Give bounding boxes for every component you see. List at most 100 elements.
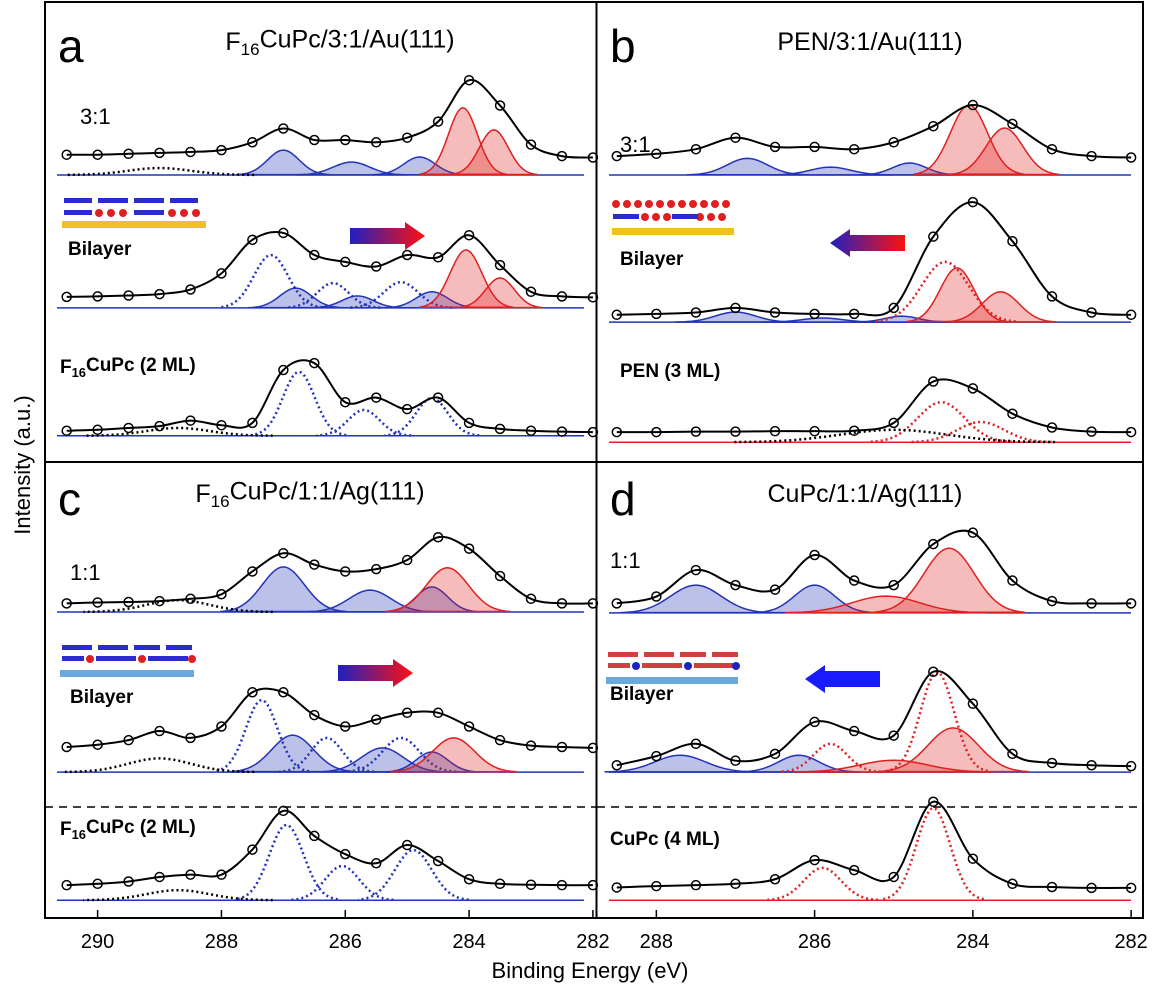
data-point [432, 116, 444, 127]
data-point [556, 879, 568, 891]
data-point [928, 231, 939, 242]
data-point [1007, 748, 1018, 760]
data-point [92, 597, 103, 608]
data-point [123, 734, 134, 746]
data-point [340, 396, 351, 408]
data-point [1125, 882, 1137, 894]
fit-component [310, 295, 405, 309]
data-point [463, 721, 475, 732]
data-point [247, 137, 258, 148]
schematic-d [606, 652, 740, 684]
data-point [247, 687, 258, 698]
fit-component [384, 291, 480, 309]
panel: a F16CuPc/3:1/Au(111) 3:1 Bilayer F16CuPc (2… [57, 20, 599, 438]
fit-component [766, 866, 879, 902]
data-point [809, 425, 820, 437]
data-point [432, 252, 444, 263]
spectrum-line [66, 359, 593, 434]
spectrum-line [66, 230, 593, 299]
fit-component [784, 595, 987, 614]
data-point [216, 588, 227, 600]
data-point [1086, 598, 1097, 609]
x-tick-label: 290 [81, 931, 114, 953]
data-point [848, 864, 860, 876]
fit-component [214, 698, 310, 773]
data-point [370, 261, 382, 272]
data-point [1086, 150, 1097, 162]
spectrum-line [616, 670, 1132, 768]
data-point [928, 538, 939, 550]
data-point [1125, 152, 1137, 163]
data-point [611, 759, 623, 771]
data-point [928, 666, 939, 678]
x-tick-label: 284 [452, 931, 485, 953]
data-point [154, 725, 165, 737]
data-point [556, 150, 568, 162]
data-point [370, 392, 382, 403]
data-point [730, 755, 741, 766]
data-point [340, 256, 351, 268]
data-point [401, 249, 413, 261]
data-point [651, 426, 662, 438]
x-tick-label: 282 [576, 931, 609, 953]
data-point [525, 593, 537, 605]
data-point [185, 146, 196, 158]
fit-component [604, 754, 756, 773]
data-point [154, 420, 165, 432]
fit-component [450, 129, 538, 176]
data-point [611, 150, 623, 162]
data-point [690, 879, 702, 891]
data-point [463, 417, 475, 429]
spectrum-line [66, 535, 593, 605]
spectrum-label: 1:1 [70, 560, 101, 585]
spectrum-line [616, 201, 1132, 317]
data-point [1125, 760, 1137, 772]
fit-component [882, 806, 984, 901]
data-point [278, 227, 289, 239]
data-point [247, 844, 258, 855]
panel-title: CuPc/1:1/Ag(111) [767, 480, 962, 508]
data-point [1086, 759, 1097, 771]
data-point [154, 871, 165, 883]
fit-component [390, 737, 517, 773]
data-point [340, 134, 351, 146]
data-point [61, 879, 72, 891]
fit-component [345, 736, 457, 773]
data-point [690, 307, 702, 318]
fit-component [418, 249, 514, 309]
data-point [123, 876, 134, 887]
fit-component [456, 277, 544, 309]
data-point [967, 383, 979, 394]
data-point [967, 527, 979, 538]
data-point [730, 132, 741, 143]
data-point [309, 830, 320, 842]
panel: d CuPc/1:1/Ag(111) 1:1 Bilayer CuPc (4 ML) 28… [604, 473, 1148, 953]
data-point [848, 308, 860, 320]
data-point [651, 880, 662, 892]
data-point [611, 309, 623, 321]
x-tick-label: 286 [329, 931, 362, 953]
data-point [309, 559, 320, 570]
fit-component [279, 736, 375, 773]
spectrum-line [616, 378, 1132, 434]
data-point [525, 425, 537, 436]
fit-component [290, 864, 394, 902]
data-point [1046, 595, 1058, 607]
data-point [61, 291, 72, 303]
data-point [309, 134, 320, 146]
spectrum-label: F16CuPc (2 ML) [60, 817, 196, 842]
data-point [769, 748, 781, 760]
data-point [370, 563, 382, 575]
fit-component [306, 589, 434, 613]
data-point [769, 873, 781, 885]
data-point [123, 596, 134, 608]
data-point [690, 738, 702, 750]
panel: b PEN/3:1/Au(111) 3:1 Bilayer PEN (3 ML) [609, 20, 1137, 444]
spectrum-label: 3:1 [620, 132, 651, 157]
fit-component [235, 149, 331, 176]
data-point [494, 734, 506, 746]
fit-component [83, 426, 273, 437]
data-point [92, 149, 103, 160]
data-point [370, 858, 382, 869]
